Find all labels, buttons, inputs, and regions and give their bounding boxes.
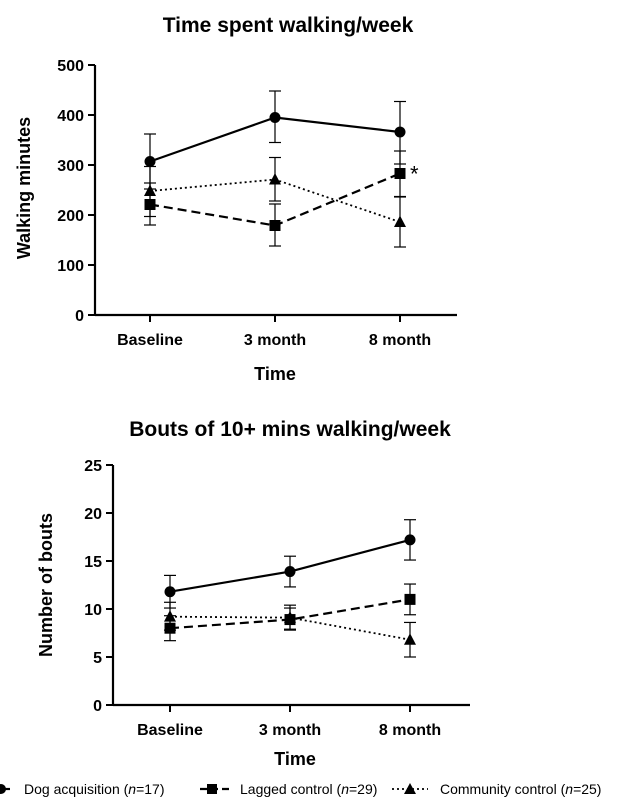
chart1-dog-acquisition-point <box>394 126 406 138</box>
chart1-ytick-label: 400 <box>57 108 84 125</box>
chart2-community-control-point <box>404 633 416 645</box>
chart2-lagged-control-point <box>404 593 416 605</box>
legend: Dog acquisition (n=17) Lagged control (n… <box>0 781 601 797</box>
chart1-ytick-label: 200 <box>57 208 84 225</box>
chart1-significance-annotation: * <box>410 162 419 187</box>
chart2-ytick-label: 10 <box>84 602 102 619</box>
chart2-xlabel: Time <box>274 749 316 769</box>
legend-circle-marker-icon <box>0 784 6 794</box>
chart1-dog-acquisition-point <box>269 112 281 123</box>
chart1-community-control-point <box>269 173 281 185</box>
chart2-ylabel: Number of bouts <box>36 513 56 657</box>
chart1-community-control-point <box>394 215 406 227</box>
legend-community-control: Community control (n=25) <box>392 781 601 797</box>
chart2-plot: 0 5 10 15 20 25 Baseline 3 month 8 month <box>84 458 470 739</box>
chart1-plot: 0 100 200 300 400 500 Baseline 3 month 8 month * <box>57 58 457 349</box>
chart2-dog-acquisition-point <box>404 534 416 546</box>
legend-lagged-control-label: Lagged control (n=29) <box>240 781 377 797</box>
chart1-xtick-label: Baseline <box>117 332 183 349</box>
chart1-dog-acquisition-point <box>144 156 156 167</box>
chart1-xtick-label: 8 month <box>369 332 431 349</box>
chart2-ytick-label: 0 <box>93 698 102 715</box>
chart1-title: Time spent walking/week <box>163 14 414 37</box>
chart2-ytick-label: 25 <box>84 458 102 475</box>
chart2-xtick-label: 3 month <box>259 722 321 739</box>
chart1-xtick-label: 3 month <box>244 332 306 349</box>
chart2-ytick-label: 15 <box>84 554 102 571</box>
chart2-dog-acquisition-point <box>284 566 296 578</box>
chart2-xtick-label: 8 month <box>379 722 441 739</box>
chart2-community-control-point <box>164 610 176 622</box>
chart1-lagged-control-point <box>394 168 406 179</box>
legend-lagged-control: Lagged control (n=29) <box>200 781 377 797</box>
chart1-lagged-control-point <box>269 220 281 231</box>
chart2-dog-acquisition-point <box>164 586 176 598</box>
chart1-ytick-label: 100 <box>57 258 84 275</box>
chart2-xtick-label: Baseline <box>137 722 203 739</box>
legend-square-marker-icon <box>207 784 217 794</box>
chart1-xlabel: Time <box>254 364 296 384</box>
chart2-community-control-point <box>284 611 296 623</box>
legend-triangle-marker-icon <box>404 783 416 794</box>
chart1-ylabel: Walking minutes <box>14 117 34 259</box>
chart1-community-control-point <box>144 184 156 196</box>
chart1-ytick-label: 300 <box>57 158 84 175</box>
chart2-ytick-label: 20 <box>84 506 102 523</box>
legend-dog-acquisition: Dog acquisition (n=17) <box>0 781 165 797</box>
legend-dog-acquisition-label: Dog acquisition (n=17) <box>24 781 165 797</box>
chart1-ytick-label: 500 <box>57 58 84 75</box>
chart2-title: Bouts of 10+ mins walking/week <box>129 418 451 441</box>
chart1-ytick-label: 0 <box>75 308 84 325</box>
legend-community-control-label: Community control (n=25) <box>440 781 601 797</box>
chart2-ytick-label: 5 <box>93 650 102 667</box>
